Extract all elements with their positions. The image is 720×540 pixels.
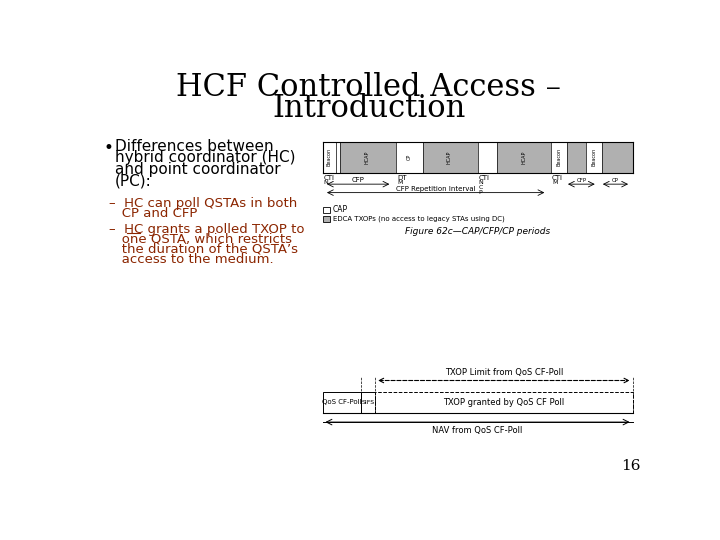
Bar <box>423 142 477 173</box>
Text: one QSTA, which restricts: one QSTA, which restricts <box>109 233 292 246</box>
Bar <box>323 207 330 213</box>
Text: –  HC grants a polled TXOP to: – HC grants a polled TXOP to <box>109 222 304 235</box>
Bar <box>340 142 396 173</box>
Text: CP and CFP: CP and CFP <box>109 207 197 220</box>
Text: N: N <box>478 180 483 185</box>
Text: CTI: CTI <box>478 175 490 181</box>
Bar <box>586 142 601 173</box>
Text: C
P: C P <box>478 185 482 194</box>
Text: hybrid coordinator (HC): hybrid coordinator (HC) <box>114 150 295 165</box>
Bar <box>477 142 497 173</box>
Text: CP: CP <box>407 154 412 160</box>
Text: Differences between: Differences between <box>114 139 274 154</box>
Bar <box>323 142 336 173</box>
Text: HCAP: HCAP <box>365 151 370 164</box>
Text: CFP: CFP <box>351 177 364 184</box>
Text: HCAP: HCAP <box>446 151 451 164</box>
Text: M: M <box>397 180 402 185</box>
Text: –  HC can poll QSTAs in both: – HC can poll QSTAs in both <box>109 197 297 210</box>
Text: CAP: CAP <box>333 205 348 214</box>
Text: •: • <box>104 139 114 157</box>
Text: N: N <box>323 180 328 185</box>
Text: CP: CP <box>612 178 619 184</box>
Text: M: M <box>552 180 557 185</box>
Bar <box>323 392 361 413</box>
Bar <box>567 142 586 173</box>
Bar <box>551 142 567 173</box>
Text: access to the medium.: access to the medium. <box>109 253 273 266</box>
Text: TXOP granted by QoS CF Poll: TXOP granted by QoS CF Poll <box>444 398 564 407</box>
Bar <box>361 392 375 413</box>
Text: DT: DT <box>397 175 406 181</box>
Bar <box>323 217 330 222</box>
Text: Beacon: Beacon <box>591 148 596 166</box>
Text: and point coordinator: and point coordinator <box>114 162 280 177</box>
Text: TXOP Limit from QoS CF-Poll: TXOP Limit from QoS CF-Poll <box>445 368 563 377</box>
Text: Beacon: Beacon <box>327 148 332 166</box>
Text: the duration of the QSTA’s: the duration of the QSTA’s <box>109 242 297 255</box>
Text: EDCA TXOPs (no access to legacy STAs using DC): EDCA TXOPs (no access to legacy STAs usi… <box>333 216 504 222</box>
Text: Figure 62c—CAP/CFP/CP periods: Figure 62c—CAP/CFP/CP periods <box>405 227 550 235</box>
Text: Introduction: Introduction <box>272 93 466 124</box>
Bar <box>375 392 632 413</box>
Text: HCAP: HCAP <box>521 151 526 164</box>
Text: QoS CF-Poll: QoS CF-Poll <box>322 400 361 406</box>
Bar <box>601 142 632 173</box>
Text: 16: 16 <box>621 459 640 473</box>
Text: SIFS: SIFS <box>361 400 375 405</box>
Text: (PC):: (PC): <box>114 173 151 188</box>
Text: CFP: CFP <box>576 178 586 184</box>
Text: CFP Repetition Interval: CFP Repetition Interval <box>396 186 475 192</box>
Text: Beacon: Beacon <box>557 148 562 166</box>
Text: CTI: CTI <box>323 175 334 181</box>
Text: NAV from QoS CF-Poll: NAV from QoS CF-Poll <box>432 426 523 435</box>
Bar <box>336 142 340 173</box>
Bar <box>497 142 551 173</box>
Text: HCF Controlled Access –: HCF Controlled Access – <box>176 72 562 103</box>
Text: CTI: CTI <box>552 175 563 181</box>
Bar <box>396 142 423 173</box>
